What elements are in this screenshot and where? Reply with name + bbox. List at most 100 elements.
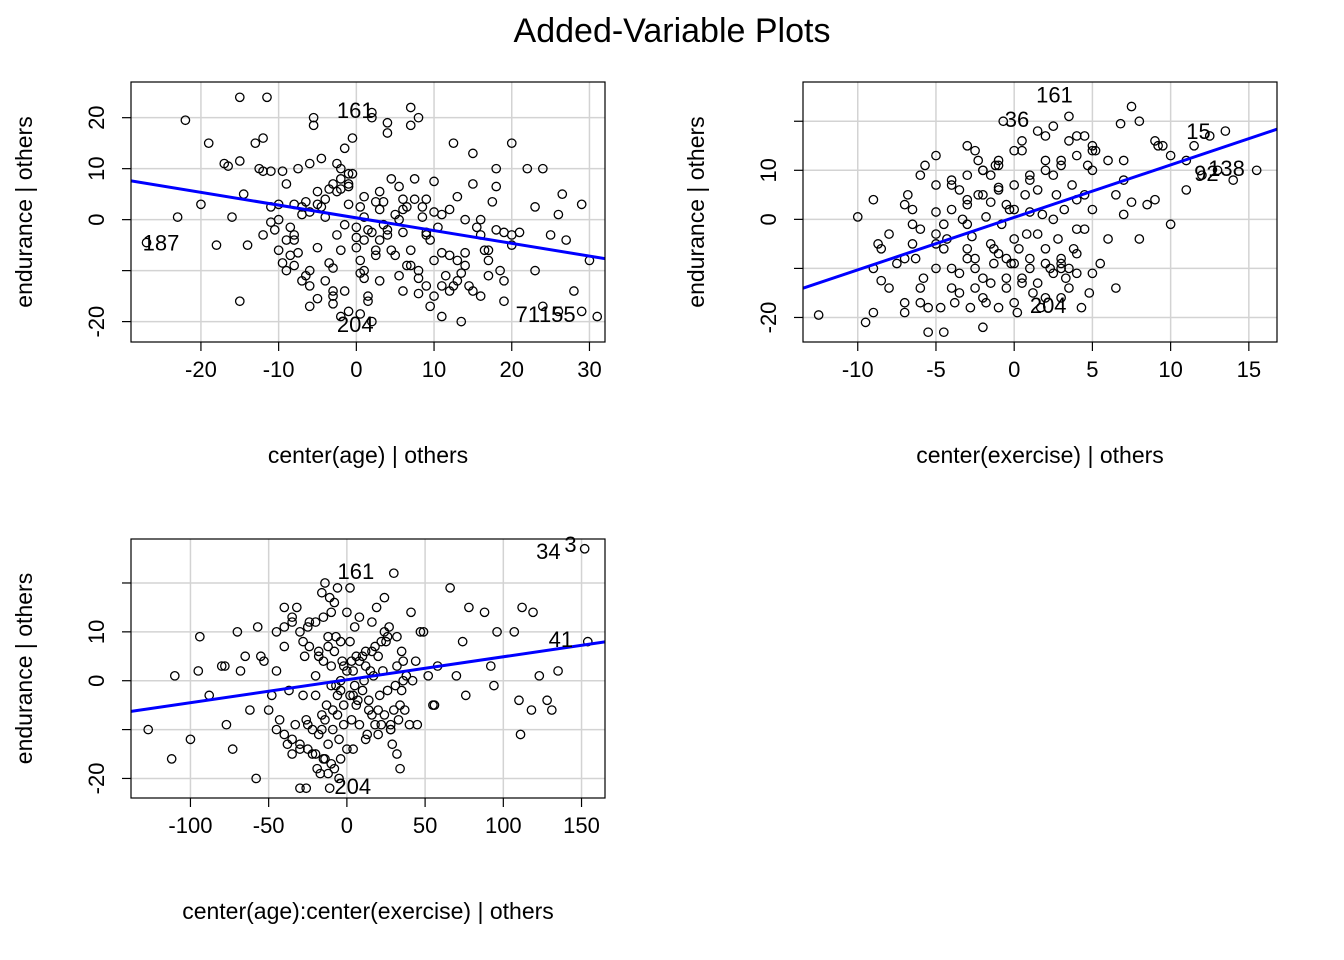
data-point [351,242,362,253]
data-point [255,651,266,662]
x-tick-label: 0 [1008,357,1020,382]
data-point [1040,292,1051,303]
data-point [238,189,249,200]
data-point [359,273,369,284]
data-point [235,666,246,676]
data-point [1017,278,1027,288]
data-point [1204,131,1215,141]
data-point [1079,131,1090,141]
data-point [1082,160,1093,171]
data-point [1076,302,1087,313]
data-point [289,235,300,245]
x-tick-label: 5 [1086,357,1098,382]
data-point [931,207,941,217]
data-point [876,243,887,254]
data-point [923,327,933,338]
data-point [326,661,337,671]
data-point [1087,268,1098,279]
data-point [290,719,301,730]
data-point [326,607,337,618]
data-point [357,685,368,696]
data-point [410,656,421,667]
data-point [1181,185,1192,195]
data-point [259,656,269,667]
data-point [938,243,949,254]
data-point [396,646,407,657]
data-point [211,240,222,250]
data-point [381,636,391,647]
data-point [273,214,284,225]
data-point [460,247,470,258]
data-point [1048,121,1059,132]
x-tick-label: 0 [350,357,362,382]
data-point [946,283,957,293]
data-point [1090,145,1101,156]
data-point [970,263,980,274]
data-point [360,661,371,671]
data-point [232,626,243,637]
data-point [561,235,571,245]
data-point [1021,229,1032,239]
data-point [1084,288,1095,298]
data-point [530,265,540,276]
data-point [545,230,556,240]
data-point [271,666,282,676]
data-point [1115,118,1126,129]
y-tick-label: 20 [84,105,109,129]
data-point [1134,234,1145,244]
x-tick-label: 30 [577,357,601,382]
data-point [1009,234,1020,244]
data-point [1087,140,1098,151]
data-point [923,302,933,313]
data-point [553,209,564,220]
data-point [1040,243,1051,254]
data-point [323,641,333,652]
data-point [308,120,319,131]
grid-lines [803,82,1277,342]
data-points [141,92,603,327]
point-label: 15 [1186,119,1210,144]
data-point [546,705,557,715]
data-point [456,268,467,279]
data-point [392,661,402,671]
x-tick-label: 20 [500,357,524,382]
data-point [274,714,285,725]
point-label: 161 [337,559,374,584]
data-point [302,622,313,632]
fit-line [131,640,605,713]
data-point [271,724,282,735]
data-point [1056,160,1066,171]
data-point [300,270,311,281]
data-point [216,661,227,671]
data-point [1087,145,1098,156]
data-point [300,196,311,207]
data-point [332,230,342,240]
x-tick-label: -50 [253,813,285,838]
data-point [317,724,327,735]
data-point [452,191,463,202]
data-point [395,763,405,774]
data-point [915,170,926,181]
point-label: 34 [536,539,560,564]
data-point [553,306,564,317]
x-tick-label: -5 [926,357,946,382]
data-point [382,224,393,235]
data-point [382,685,393,696]
data-point [343,181,354,192]
data-point [406,607,416,618]
data-point [363,705,374,715]
data-point [393,714,404,725]
y-tick-label: -20 [756,302,781,334]
data-point [444,204,455,215]
data-point [464,602,474,613]
data-point [289,260,300,271]
data-point [331,631,341,642]
data-point [1071,150,1082,161]
data-point [436,209,447,220]
data-point [915,224,926,235]
data-point [429,176,439,187]
data-point [321,700,332,711]
point-label: 92 [1194,161,1218,186]
data-point [1032,185,1043,195]
